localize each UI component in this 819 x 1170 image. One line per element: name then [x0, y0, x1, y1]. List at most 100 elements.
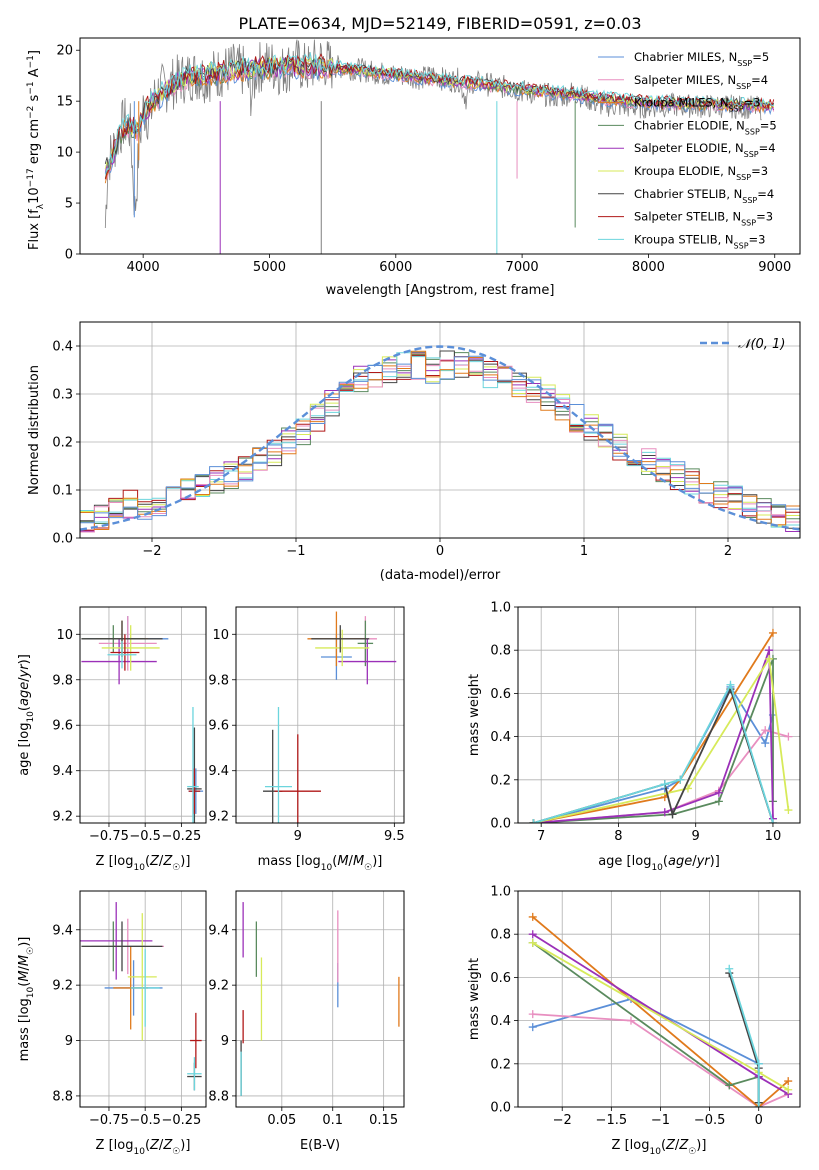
y-tick-label: 0.1 — [52, 484, 73, 499]
x-tick-label: 9 — [294, 829, 302, 844]
axes-frame — [235, 890, 405, 1108]
y-tick-label: 9.8 — [208, 673, 229, 688]
y-tick-label: 0.3 — [52, 388, 73, 403]
x-tick-label: 9000 — [758, 260, 791, 275]
legend-entry: Chabrier MILES, NSSP=5 — [634, 50, 769, 68]
mass-weight-marker — [528, 912, 537, 921]
panel-massweight-vs-Z: −2 −1.5 −1 −0.5 0 0.0 0.2 0.4 0.6 0.8 1.0 Z [log10(… — [467, 885, 801, 1157]
x-tick-label: 8000 — [632, 260, 665, 275]
x-tick-label: 0 — [436, 544, 444, 559]
mass-weight-marker — [765, 654, 774, 663]
y-tick-label: 1.0 — [490, 601, 511, 616]
legend-entry: Chabrier ELODIE, NSSP=5 — [634, 118, 777, 136]
x-tick-label: 2 — [724, 544, 732, 559]
x-axis-label: (data-model)/error — [380, 568, 501, 583]
mass-weight-marker — [768, 819, 777, 823]
x-tick-label: 9 — [692, 829, 700, 844]
y-tick-label: 0.4 — [490, 1014, 511, 1029]
x-axis-label: age [log10(age/yr)] — [598, 854, 720, 873]
mass-weight-marker — [784, 1077, 793, 1086]
legend-entry: Salpeter STELIB, NSSP=3 — [634, 210, 773, 228]
x-tick-label: −2 — [553, 1113, 572, 1128]
x-tick-label: −1.5 — [596, 1113, 628, 1128]
mass-weight-line — [533, 656, 790, 823]
model-spectrum-line — [104, 56, 775, 174]
y-axis-label: mass [log10(M/M☉)] — [17, 937, 36, 1062]
axes-frame — [517, 890, 801, 1108]
legend-entry: Salpeter MILES, NSSP=4 — [634, 73, 768, 91]
panel-spectrum: 4000 5000 6000 7000 8000 9000 0 5 10 15 20 Chabrier… — [26, 37, 801, 298]
legend-entry: Salpeter ELODIE, NSSP=4 — [634, 141, 776, 159]
axes-frame — [79, 321, 801, 539]
y-tick-label: 0.8 — [490, 928, 511, 943]
legend-entry: Kroupa STELIB, NSSP=3 — [634, 232, 765, 250]
mass-weight-line — [532, 1013, 789, 1107]
x-axis-label: E(B-V) — [300, 1138, 340, 1153]
plot-area — [236, 891, 404, 1107]
data-layer — [529, 628, 793, 823]
mass-weight-marker — [761, 739, 770, 748]
x-tick-label: 0 — [755, 1113, 763, 1128]
y-tick-label: 9.4 — [208, 764, 229, 779]
plot-area — [236, 607, 404, 823]
x-tick-label: −0.5 — [694, 1113, 726, 1128]
panel-age-vs-Z: −0.75 −0.5 −0.25 9.2 9.4 9.6 9.8 10 Z [log10(Z/Z… — [17, 606, 207, 873]
y-tick-label: 0.2 — [490, 1057, 511, 1072]
y-tick-label: 8.8 — [208, 1089, 229, 1104]
x-tick-label: 5000 — [253, 260, 286, 275]
x-axis-label: Z [log10(Z/Z☉)] — [96, 1138, 191, 1157]
axes-frame — [79, 890, 207, 1108]
y-tick-label: 0.6 — [490, 687, 511, 702]
mass-weight-line — [532, 916, 789, 1107]
x-tick-label: 7 — [537, 829, 545, 844]
x-axis-label: Z [log10(Z/Z☉)] — [96, 854, 191, 873]
normal-curve — [80, 345, 800, 531]
y-tick-label: 15 — [56, 95, 73, 110]
panel-massweight-vs-age: 7 8 9 10 0.0 0.2 0.4 0.6 0.8 1.0 age [log10(age/yr… — [467, 601, 801, 873]
x-tick-label: −0.5 — [129, 1113, 161, 1128]
mass-weight-marker — [784, 1085, 793, 1094]
x-tick-label: 0.1 — [322, 1113, 343, 1128]
x-tick-label: 4000 — [127, 260, 160, 275]
y-tick-label: 9 — [221, 1034, 229, 1049]
x-tick-label: 6000 — [379, 260, 412, 275]
mass-weight-marker — [528, 930, 537, 939]
mass-weight-marker — [668, 810, 677, 819]
y-tick-label: 0.4 — [490, 730, 511, 745]
y-tick-label: 9.2 — [208, 979, 229, 994]
mass-weight-marker — [714, 797, 723, 806]
mass-weight-marker — [784, 806, 793, 815]
residual-histogram — [80, 350, 800, 531]
x-tick-label: 0.05 — [267, 1113, 296, 1128]
x-tick-label: 8 — [614, 829, 622, 844]
panel-age-vs-mass: 9 9.5 9.2 9.4 9.6 9.8 10 mass [log10(M/M☉)] — [208, 606, 405, 873]
y-tick-label: 8.8 — [52, 1089, 73, 1104]
mass-weight-marker — [765, 646, 774, 655]
x-tick-label: −0.5 — [129, 829, 161, 844]
x-tick-label: −0.75 — [89, 829, 129, 844]
data-layer — [528, 912, 793, 1107]
panel-mass-vs-EBV: 0.05 0.1 0.15 8.8 9 9.2 9.4 E(B-V) — [208, 890, 405, 1153]
y-tick-label: 9.6 — [208, 719, 229, 734]
legend-entry: Kroupa MILES, NSSP=3 — [634, 96, 760, 114]
y-axis-label: mass weight — [467, 674, 482, 756]
y-tick-label: 0.8 — [490, 644, 511, 659]
mass-weight-marker — [768, 628, 777, 637]
y-tick-label: 9.2 — [52, 810, 73, 825]
x-tick-label: −0.75 — [89, 1113, 129, 1128]
y-tick-label: 9.4 — [52, 923, 73, 938]
y-tick-label: 0.0 — [52, 532, 73, 547]
axes-frame — [79, 606, 207, 824]
y-tick-label: 9.2 — [52, 979, 73, 994]
data-layer — [240, 902, 400, 1096]
y-tick-label: 0.0 — [490, 1101, 511, 1116]
mass-weight-marker — [676, 775, 685, 784]
x-tick-label: 1 — [580, 544, 588, 559]
panel-residuals: −2 −1 0 1 2 0.0 0.1 0.2 0.3 0.4 𝒩(0, 1) (data-model… — [27, 321, 801, 583]
mass-weight-marker — [660, 808, 669, 817]
y-axis-label: age [log10(age/yr)] — [17, 654, 36, 776]
y-tick-label: 9.4 — [208, 923, 229, 938]
mass-weight-marker — [528, 938, 537, 947]
mass-weight-marker — [784, 732, 793, 741]
residual-histogram — [80, 359, 800, 533]
